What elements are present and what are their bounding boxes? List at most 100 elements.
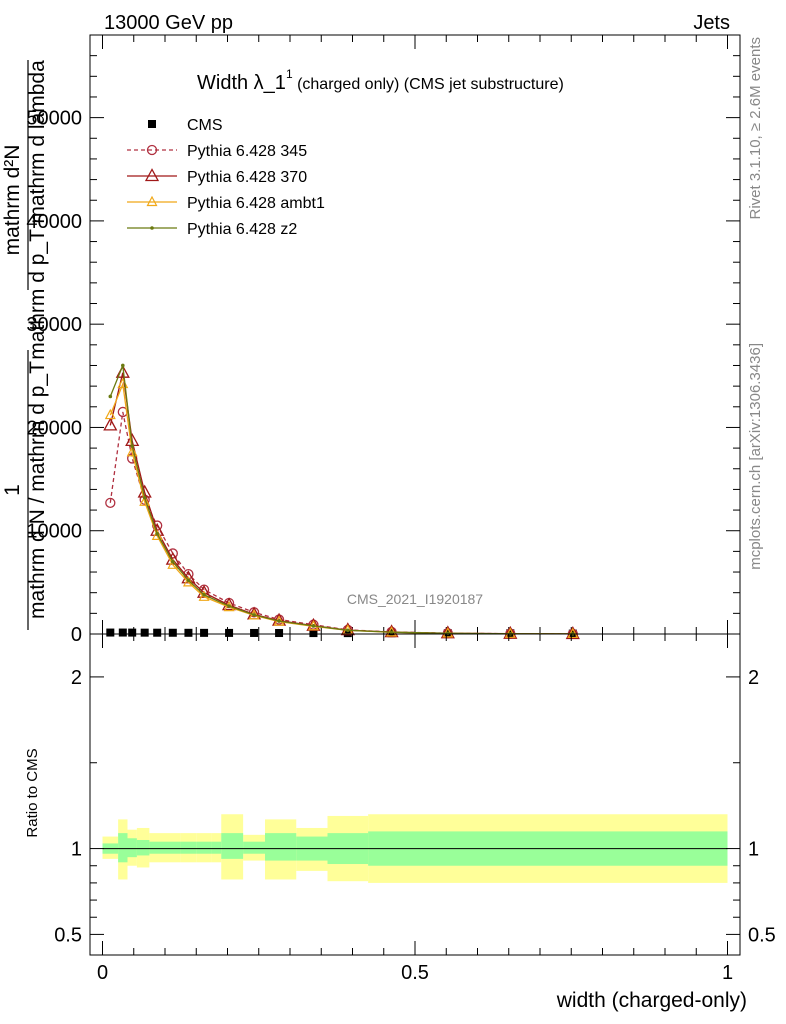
- series-p370: [103, 364, 580, 640]
- ratio-band-stat: [165, 841, 181, 854]
- data-point-cms: [168, 628, 177, 637]
- ratio-panel: 0.5 0.5 1 1 2 2 0 0.5 1: [54, 633, 776, 984]
- y-label-one: 1: [1, 484, 24, 496]
- ratio-y-tick-label-right: 0.5: [748, 924, 776, 946]
- data-point-cms: [118, 628, 127, 637]
- mcplots-text: mcplots.cern.ch [arXiv:1306.3436]: [747, 343, 764, 570]
- y-label-denominator: mathrm d N / mathrm d p_T: [26, 361, 49, 619]
- data-point-p370: [340, 622, 355, 636]
- plot-title-suffix: (charged only) (CMS jet substructure): [293, 76, 564, 93]
- series-line-ambt1: [109, 381, 573, 635]
- data-point-p345: [117, 406, 128, 418]
- ratio-band-stat: [243, 841, 265, 854]
- data-point-ambt1: [139, 495, 151, 506]
- data-point-z2: [346, 628, 350, 633]
- data-point-cms: [309, 629, 318, 638]
- ratio-band-stat: [196, 841, 212, 854]
- series-p345: [105, 406, 578, 640]
- data-point-ambt1: [567, 627, 579, 639]
- legend-marker: [150, 226, 154, 230]
- x-axis-label: width (charged-only): [556, 989, 747, 1012]
- data-point-z2: [186, 578, 191, 583]
- ratio-band-stat: [149, 841, 165, 854]
- ratio-frame: [89, 633, 741, 956]
- plot-title-superscript: 1: [286, 67, 293, 81]
- legend-label: Pythia 6.428 345: [187, 143, 307, 160]
- series-line-z2: [109, 365, 573, 635]
- ratio-y-tick-label-right: 2: [748, 667, 759, 689]
- y-label-frac2-top: mathrm d²N: [1, 145, 24, 256]
- data-point-p370: [440, 625, 455, 639]
- series-z2: [108, 363, 575, 636]
- data-point-cms: [128, 628, 137, 637]
- ratio-band-stat: [221, 833, 244, 859]
- plot-title-prefix: Width λ_1: [197, 72, 286, 94]
- x-tick-label: 1: [722, 962, 733, 984]
- main-y-tick-label: 0: [71, 624, 82, 646]
- analysis-watermark: CMS_2021_I1920187: [347, 591, 483, 607]
- data-point-cms: [184, 628, 193, 637]
- data-point-p345: [105, 497, 116, 508]
- legend-marker: [146, 144, 158, 156]
- data-point-p370: [103, 417, 118, 431]
- ratio-y-tick-label: 2: [71, 667, 82, 689]
- rivet-version-text: Rivet 3.1.10, ≥ 2.6M events: [747, 37, 764, 220]
- data-point-z2: [202, 592, 206, 597]
- legend-marker: [146, 195, 158, 207]
- data-point-cms: [106, 628, 115, 637]
- ratio-y-tick-label-right: 1: [748, 839, 759, 861]
- data-point-z2: [227, 604, 231, 608]
- ratio-band-stat: [180, 841, 197, 854]
- series-line-p345: [109, 411, 573, 635]
- legend-marker: [148, 120, 156, 128]
- data-point-cms: [275, 629, 284, 638]
- data-point-cms: [343, 629, 352, 638]
- data-point-ambt1: [504, 627, 516, 638]
- legend: CMS Pythia 6.428 345 Pythia 6.428 370 Pythi…: [127, 117, 325, 238]
- legend-label: Pythia 6.428 370: [187, 169, 307, 186]
- series-line-p370: [109, 372, 573, 635]
- data-point-z2: [130, 444, 134, 448]
- main-y-label: 1 mathrm d N / mathrm d p_T mathrm d²N m…: [1, 60, 49, 630]
- ratio-y-tick-label: 0.5: [54, 924, 82, 946]
- main-panel: Width λ_11 (charged only) (CMS jet subst…: [26, 34, 741, 646]
- data-point-p370: [565, 626, 580, 640]
- data-point-z2: [108, 394, 113, 399]
- x-tick-label: 0: [97, 962, 108, 984]
- data-point-z2: [311, 624, 316, 628]
- data-point-z2: [171, 559, 175, 564]
- x-tick-label: 0.5: [401, 962, 429, 984]
- main-y-tick-label: 20000: [26, 417, 82, 439]
- header-left: 13000 GeV pp: [104, 12, 233, 34]
- main-y-tick-label: 30000: [26, 314, 82, 336]
- ratio-y-tick-label: 1: [71, 839, 82, 861]
- data-point-cms: [225, 628, 234, 637]
- series-ambt1: [104, 377, 579, 639]
- data-point-z2: [142, 495, 147, 500]
- data-point-z2: [252, 613, 256, 617]
- data-point-z2: [155, 532, 159, 536]
- data-point-p370: [503, 625, 518, 639]
- header-right: Jets: [693, 12, 730, 34]
- legend-marker: [144, 168, 160, 182]
- legend-label: Pythia 6.428 ambt1: [187, 195, 325, 212]
- data-point-cms: [200, 628, 209, 637]
- main-y-tick-label: 50000: [26, 108, 82, 130]
- data-point-z2: [389, 630, 394, 635]
- data-point-ambt1: [151, 529, 163, 540]
- data-point-z2: [121, 363, 125, 368]
- ratio-band-stat: [118, 833, 128, 863]
- data-point-cms: [140, 628, 149, 637]
- data-point-z2: [277, 619, 281, 623]
- data-point-p370: [384, 624, 399, 638]
- data-point-ambt1: [104, 408, 116, 420]
- ratio-band-stat: [127, 838, 137, 858]
- ratio-band-stat: [211, 841, 222, 854]
- y-label-frac2-bottom: mathrm d p_T mathrm d lambda: [26, 60, 49, 360]
- ratio-band-stat: [265, 833, 297, 861]
- ratio-band-stat: [136, 839, 150, 856]
- data-point-ambt1: [126, 445, 138, 457]
- plot-title: Width λ_11 (charged only) (CMS jet subst…: [197, 67, 564, 94]
- data-point-cms: [153, 628, 162, 637]
